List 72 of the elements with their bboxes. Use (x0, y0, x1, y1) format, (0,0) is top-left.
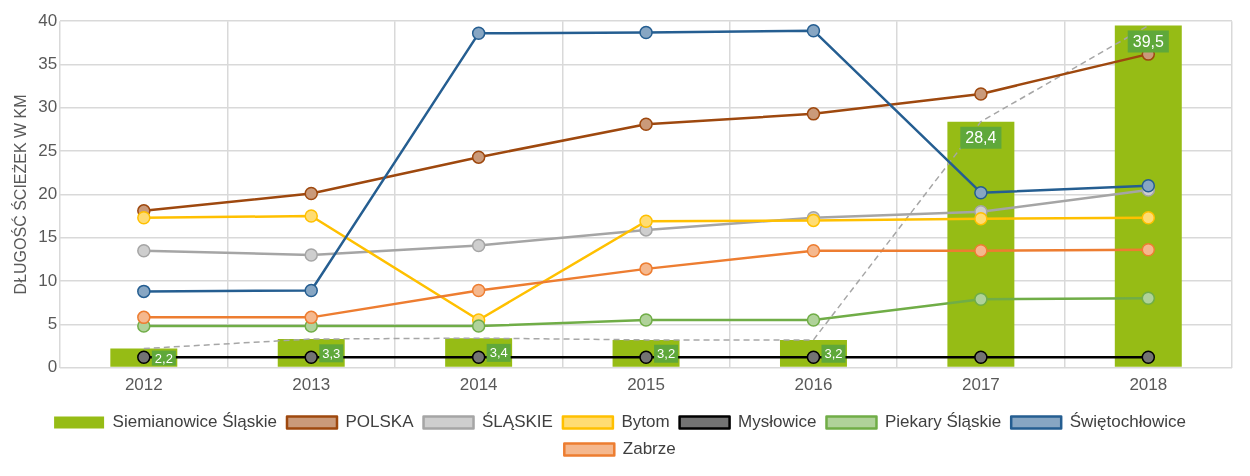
point (471, 238, 486, 253)
point (471, 350, 486, 364)
point (974, 243, 988, 258)
point (806, 350, 821, 364)
point (974, 211, 988, 226)
data-label: 39,5 (1132, 32, 1164, 50)
x-tick-label: 2015 (627, 375, 665, 395)
y-tick-label: 15 (38, 227, 58, 247)
point (639, 313, 653, 327)
point (471, 319, 486, 333)
point (304, 248, 318, 262)
point (806, 23, 821, 38)
x-tick-label: 2014 (459, 375, 498, 395)
point (639, 25, 653, 40)
point (304, 310, 318, 325)
y-tick-label: 20 (38, 184, 58, 204)
data-label: 3,2 (657, 346, 676, 362)
point (1141, 291, 1156, 306)
point (639, 350, 653, 364)
point (137, 211, 151, 225)
legend-label: ŚLĄSKIE (482, 412, 553, 432)
y-tick-label: 5 (47, 313, 58, 333)
point (304, 350, 318, 364)
data-label: 28,4 (965, 129, 997, 147)
point (974, 87, 988, 101)
point (137, 310, 151, 325)
point (137, 243, 151, 258)
y-tick-label: 35 (38, 54, 58, 74)
point (639, 117, 653, 131)
point (806, 313, 821, 327)
bar (1114, 25, 1182, 367)
point (304, 283, 318, 298)
point (639, 262, 653, 276)
data-label: 3,2 (824, 346, 843, 362)
legend-label: Świętochłowice (1069, 412, 1186, 432)
point (1141, 243, 1156, 257)
x-tick-label: 2016 (794, 375, 833, 395)
point (304, 186, 318, 201)
x-tick-label: 2018 (1129, 375, 1168, 395)
legend-label: Piekary Śląskie (884, 412, 1002, 432)
point (806, 243, 821, 258)
point (974, 185, 988, 200)
data-label: 2,2 (154, 350, 173, 366)
point (974, 292, 988, 306)
legend-label: Zabrze (622, 439, 676, 459)
point (137, 284, 151, 299)
data-label: 3,3 (322, 345, 341, 361)
point (639, 214, 653, 228)
point (1141, 178, 1156, 193)
x-tick-label: 2017 (961, 375, 1000, 395)
y-tick-label: 30 (38, 97, 58, 117)
y-tick-label: 10 (38, 270, 58, 290)
point (806, 107, 821, 121)
point (137, 350, 151, 364)
y-tick-label: 40 (38, 10, 58, 30)
point (974, 350, 988, 364)
point (471, 283, 486, 298)
y-tick-label: 0 (47, 357, 58, 377)
point (304, 209, 318, 223)
legend-label: Bytom (621, 412, 670, 432)
point (471, 26, 486, 41)
y-tick-label: 25 (38, 140, 58, 160)
data-label: 3,4 (489, 345, 508, 361)
legend-label: Siemianowice Śląskie (112, 412, 277, 432)
point (471, 150, 486, 164)
x-tick-label: 2013 (292, 375, 331, 395)
legend-label: POLSKA (345, 412, 415, 432)
point (1141, 211, 1156, 225)
legend-label: Mysłowice (738, 412, 817, 432)
x-tick-label: 2012 (124, 375, 163, 395)
y-axis-title: DŁUGOŚĆ ŚCIEŻEK W KM (11, 94, 30, 295)
point (1141, 350, 1156, 364)
